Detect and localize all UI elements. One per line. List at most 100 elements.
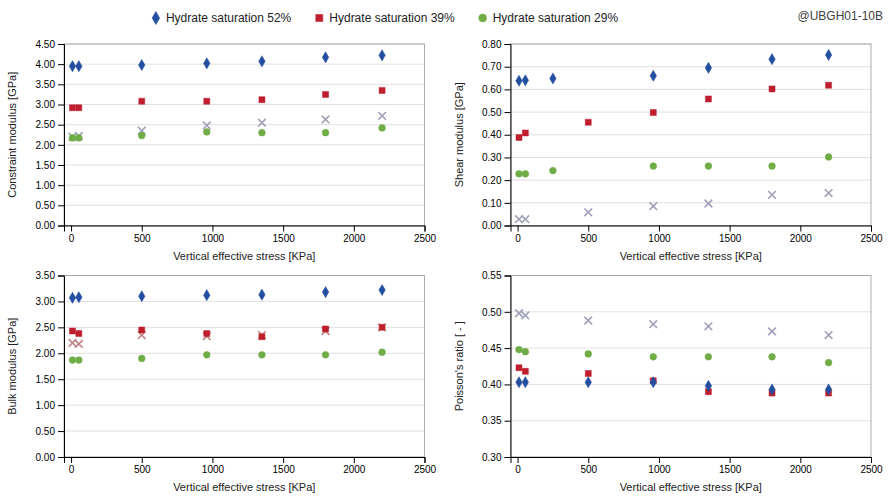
point [550,167,557,174]
y-tick-label: 0.50 [36,426,56,437]
point [259,289,265,300]
point [825,189,833,197]
grid [511,276,872,458]
x-tick-mark [659,226,660,232]
x-tick-label: 0 [69,464,75,475]
point [516,134,522,140]
grid-line [511,348,872,349]
y-tick: 1.00 [36,180,64,191]
y-tick: 2.50 [36,119,64,130]
point [379,284,385,295]
point [650,163,657,170]
x-axis-title: Vertical effective stress [KPa] [173,481,315,493]
point [139,59,145,70]
point [378,324,386,332]
x-tick: 1000 [648,226,671,244]
x-tick-mark [800,226,801,232]
x-tick-mark [142,457,143,463]
grid-line [64,104,425,105]
x-axis-title: Vertical effective stress [KPa] [173,250,315,262]
y-tick: 1.00 [36,400,64,411]
series [69,324,386,348]
y-tick-mark [58,379,64,380]
x-tick-mark [71,457,72,463]
y-axis: 0.000.501.001.502.002.503.003.50 [36,270,65,463]
x-tick-label: 1000 [202,233,225,244]
series [69,112,386,141]
point [769,384,775,395]
y-tick-label: 3.00 [36,296,56,307]
y-tick-mark [58,84,64,85]
point [259,351,266,358]
point [550,73,556,84]
x-axis: 05001000150020002500 [65,226,437,244]
y-tick: 4.00 [36,59,64,70]
series [69,349,385,364]
series [69,125,385,142]
x-tick-label: 2500 [860,464,883,475]
point [585,371,591,377]
x-tick: 0 [69,226,75,244]
y-tick-mark [505,180,511,181]
grid [511,44,872,226]
y-tick-mark [505,421,511,422]
y-tick-mark [58,405,64,406]
y-tick-label: 0.50 [482,307,502,318]
annotation: @UBGH01-10B [797,9,883,23]
y-tick-label: 1.00 [36,400,56,411]
y-tick: 0.00 [482,220,510,231]
x-tick: 1500 [719,457,742,475]
x-tick: 1500 [719,226,742,244]
plot-frame [511,44,872,226]
x-tick-mark [518,226,519,232]
y-tick-mark [505,44,511,45]
point [322,351,329,358]
grid [64,276,425,458]
point [322,52,328,63]
point [585,377,591,388]
grid-line [511,420,872,421]
grid-line [64,301,425,302]
x-tick: 1000 [202,226,225,244]
x-tick: 1000 [648,457,671,475]
y-tick-mark [58,327,64,328]
point [322,129,329,136]
y-axis: 0.300.350.400.450.500.55 [482,270,511,463]
point [522,215,530,223]
point [69,135,76,142]
point [379,87,385,93]
x-tick-label: 1500 [273,464,296,475]
y-tick: 0.40 [482,129,510,140]
point [516,346,523,353]
panel: 050010001500200025000.000.100.200.300.40… [453,39,884,262]
axis-domain [65,226,426,232]
point [259,97,265,103]
x-tick: 0 [69,457,75,475]
grid-line [64,431,425,432]
y-tick-mark [58,145,64,146]
points [515,49,832,223]
point [204,98,210,104]
axis-domain [505,276,512,458]
point [522,130,528,136]
point [650,110,656,116]
y-tick-label: 2.00 [36,348,56,359]
x-tick-label: 2000 [343,464,366,475]
y-tick-label: 0.80 [482,39,502,50]
panel: 050010001500200025000.000.501.001.502.00… [6,270,437,493]
legend: Hydrate saturation 52%Hydrate saturation… [152,11,618,25]
legend-item: Hydrate saturation 29% [479,11,619,25]
point [379,125,386,132]
point [258,331,266,339]
y-tick-label: 3.50 [36,79,56,90]
y-axis-title: Poisson's ratio [ - ] [453,321,465,411]
x-tick-label: 2000 [790,464,813,475]
point [379,50,385,61]
y-tick-label: 0.10 [482,198,502,209]
y-tick: 3.00 [36,99,64,110]
x-tick: 1500 [273,226,296,244]
x-tick-mark [800,457,801,463]
point [323,326,329,332]
point [705,96,711,102]
y-tick: 0.50 [36,200,64,211]
